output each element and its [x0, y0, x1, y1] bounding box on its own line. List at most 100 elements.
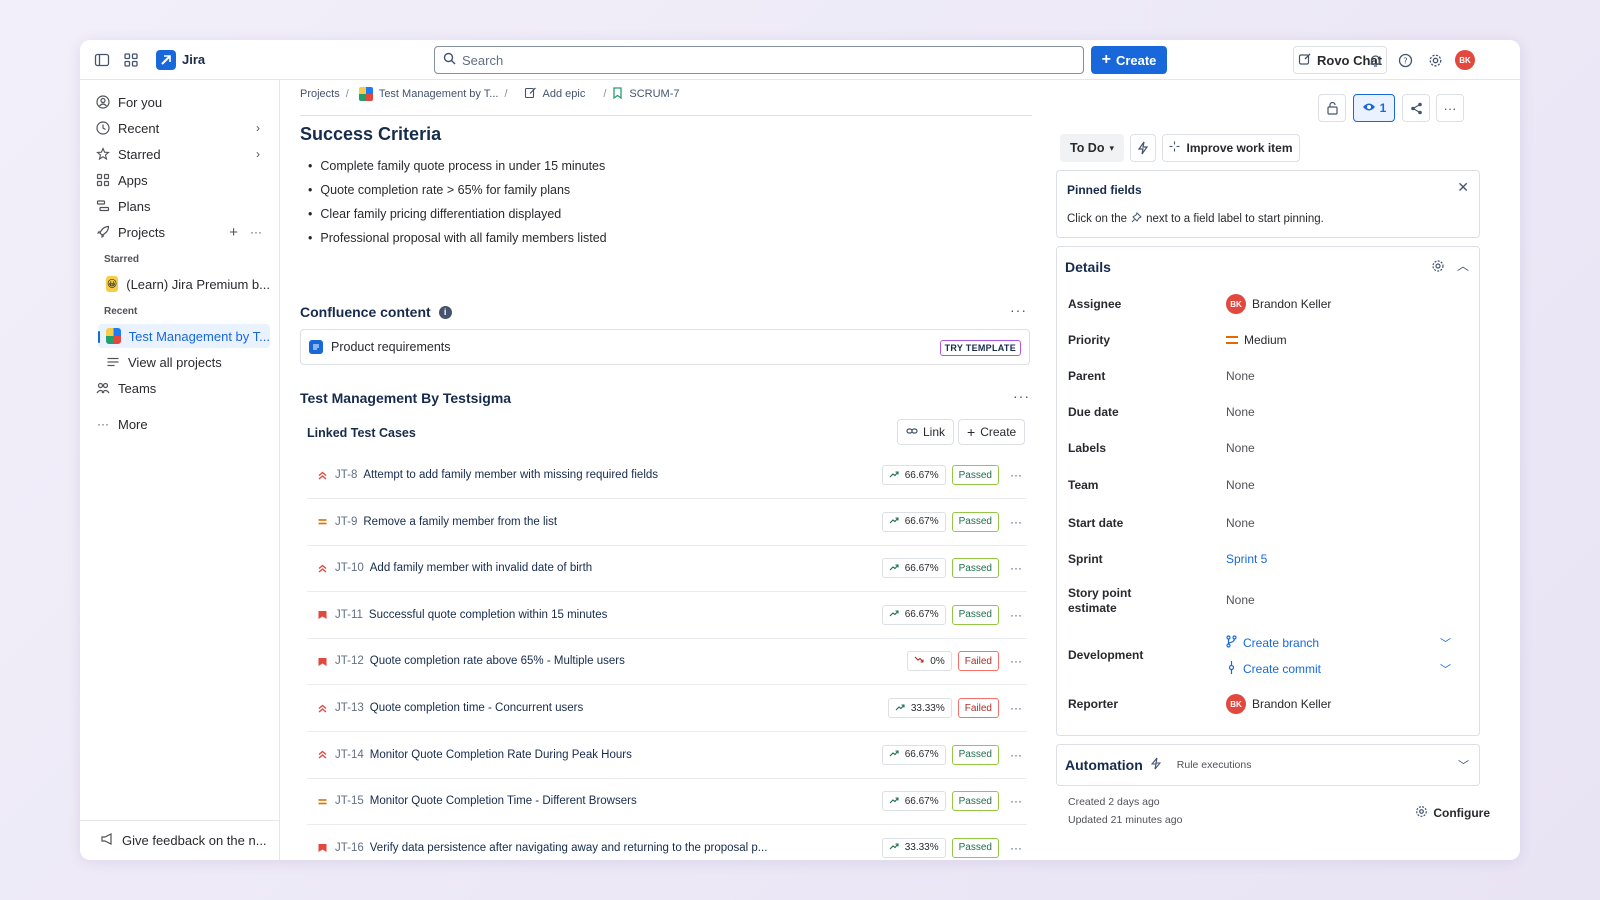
sidebar-item-teams[interactable]: Teams [88, 376, 268, 400]
feedback-button[interactable]: Give feedback on the n... [80, 820, 280, 860]
close-icon[interactable]: ✕ [1457, 179, 1469, 195]
sidebar-item-for-you[interactable]: For you [88, 90, 268, 114]
table-row[interactable]: JT-12 Quote completion rate above 65% - M… [307, 638, 1027, 686]
sidebar-item-apps[interactable]: Apps [88, 168, 268, 192]
row-more-icon[interactable]: ··· [1010, 607, 1022, 622]
test-case-title[interactable]: Attempt to add family member with missin… [363, 469, 659, 481]
priority-value[interactable]: Medium [1226, 333, 1287, 347]
test-case-title[interactable]: Quote completion rate above 65% - Multip… [369, 655, 625, 668]
assignee-value[interactable]: BK Brandon Keller [1226, 294, 1331, 314]
table-row[interactable]: JT-9 Remove a family member from the list… [307, 499, 1027, 546]
test-case-key[interactable]: JT-8 [335, 469, 358, 481]
confluence-item[interactable]: Product requirements TRY TEMPLATE [300, 329, 1030, 365]
more-actions-icon[interactable]: ··· [1436, 94, 1464, 122]
table-row[interactable]: JT-16 Verify data persistence after navig… [307, 825, 1027, 860]
improve-work-item-button[interactable]: Improve work item [1162, 134, 1300, 162]
sidebar-item-more[interactable]: ··· More [88, 412, 268, 436]
app-name[interactable]: Jira [182, 52, 206, 67]
info-icon[interactable]: i [438, 305, 452, 319]
test-case-title[interactable]: Monitor Quote Completion Time - Differen… [369, 795, 637, 808]
row-more-icon[interactable]: ··· [1010, 794, 1022, 809]
more-icon[interactable]: ··· [250, 225, 262, 239]
link-button[interactable]: Link [897, 419, 955, 445]
details-settings-gear-icon[interactable] [1431, 259, 1445, 278]
breadcrumb-add-epic[interactable]: Add epic [542, 88, 586, 100]
details-title[interactable]: Details [1065, 259, 1111, 275]
start-date-value[interactable]: None [1226, 516, 1255, 530]
sidebar-toggle-icon[interactable] [92, 50, 112, 70]
create-test-case-button[interactable]: + Create [958, 419, 1026, 445]
sidebar-item-starred[interactable]: Starred › [88, 142, 268, 166]
test-case-title[interactable]: Successful quote completion within 15 mi… [368, 608, 608, 621]
test-case-key[interactable]: JT-12 [335, 655, 364, 668]
breadcrumb-projects[interactable]: Projects [300, 88, 340, 100]
lock-icon[interactable] [1318, 94, 1346, 122]
profile-avatar[interactable]: BK [1455, 50, 1475, 70]
table-row[interactable]: JT-11 Successful quote completion within … [307, 592, 1027, 639]
row-more-icon[interactable]: ··· [1010, 468, 1022, 482]
story-point-value[interactable]: None [1226, 593, 1255, 607]
starred-project-item[interactable]: 😀 (Learn) Jira Premium b... [98, 272, 270, 296]
test-case-title[interactable]: Verify data persistence after navigating… [369, 841, 768, 854]
reporter-value[interactable]: BK Brandon Keller [1226, 694, 1331, 714]
test-case-key[interactable]: JT-9 [335, 515, 358, 528]
create-commit-link[interactable]: Create commit [1226, 661, 1321, 677]
team-value[interactable]: None [1226, 478, 1255, 492]
automation-card[interactable]: Automation Rule executions ﹀ [1056, 744, 1480, 786]
breadcrumb-issue-key[interactable]: SCRUM-7 [629, 88, 680, 100]
chevron-down-icon[interactable]: ﹀ [1440, 638, 1451, 650]
create-branch-link[interactable]: Create branch [1226, 635, 1319, 651]
sidebar-item-plans[interactable]: Plans [88, 194, 268, 218]
parent-value[interactable]: None [1226, 369, 1255, 383]
search-input[interactable]: Search [434, 46, 1084, 74]
help-icon[interactable]: ? [1395, 50, 1415, 70]
test-case-title[interactable]: Quote completion time - Concurrent users [369, 702, 584, 714]
lightning-icon[interactable] [1130, 134, 1156, 162]
chevron-right-icon[interactable]: › [256, 121, 260, 135]
test-case-key[interactable]: JT-15 [335, 795, 364, 808]
notifications-icon[interactable] [1365, 50, 1385, 70]
status-dropdown[interactable]: To Do ▾ [1060, 134, 1124, 162]
sprint-link[interactable]: Sprint 5 [1226, 552, 1268, 566]
row-more-icon[interactable]: ··· [1010, 514, 1022, 529]
try-template-badge[interactable]: TRY TEMPLATE [939, 340, 1021, 356]
sidebar-item-recent[interactable]: Recent › [88, 116, 268, 140]
chevron-down-icon[interactable]: ﹀ [1440, 664, 1451, 676]
share-icon[interactable] [1402, 94, 1430, 122]
table-row[interactable]: JT-8 Attempt to add family member with mi… [307, 452, 1027, 499]
row-more-icon[interactable]: ··· [1010, 561, 1022, 576]
test-case-key[interactable]: JT-10 [335, 562, 364, 575]
test-case-title[interactable]: Monitor Quote Completion Rate During Pea… [369, 748, 632, 761]
confluence-more-icon[interactable]: ··· [1010, 302, 1027, 318]
table-row[interactable]: JT-10 Add family member with invalid date… [307, 545, 1027, 593]
add-project-icon[interactable]: + [229, 223, 238, 241]
test-case-key[interactable]: JT-14 [335, 748, 364, 761]
app-switcher-icon[interactable] [121, 50, 141, 70]
test-case-title[interactable]: Remove a family member from the list [363, 515, 558, 528]
testsigma-more-icon[interactable]: ··· [1013, 388, 1030, 404]
chevron-down-icon[interactable]: ﹀ [1458, 760, 1469, 772]
row-more-icon[interactable]: ··· [1010, 654, 1022, 669]
test-case-key[interactable]: JT-13 [335, 702, 364, 714]
sidebar-item-projects[interactable]: Projects + ··· [88, 220, 268, 244]
due-date-value[interactable]: None [1226, 405, 1255, 419]
jira-logo-icon[interactable] [156, 50, 176, 70]
chevron-up-icon[interactable]: ︿ [1456, 259, 1469, 273]
row-more-icon[interactable]: ··· [1010, 701, 1022, 715]
settings-gear-icon[interactable] [1425, 50, 1445, 70]
watch-button[interactable]: 1 [1353, 94, 1395, 122]
table-row[interactable]: JT-15 Monitor Quote Completion Time - Dif… [307, 778, 1027, 826]
configure-button[interactable]: Configure [1415, 805, 1490, 821]
table-row[interactable]: JT-13 Quote completion time - Concurrent … [307, 685, 1027, 732]
breadcrumb-project[interactable]: Test Management by T... [378, 88, 499, 100]
labels-value[interactable]: None [1226, 441, 1255, 455]
row-more-icon[interactable]: ··· [1010, 747, 1022, 762]
row-more-icon[interactable]: ··· [1010, 840, 1022, 855]
create-button[interactable]: + Create [1091, 46, 1167, 74]
test-case-title[interactable]: Add family member with invalid date of b… [369, 562, 593, 575]
recent-project-item[interactable]: Test Management by T... [98, 324, 270, 348]
view-all-projects-item[interactable]: View all projects [98, 350, 270, 374]
table-row[interactable]: JT-14 Monitor Quote Completion Rate Durin… [307, 732, 1027, 779]
test-case-key[interactable]: JT-16 [335, 841, 364, 854]
test-case-key[interactable]: JT-11 [335, 608, 363, 621]
